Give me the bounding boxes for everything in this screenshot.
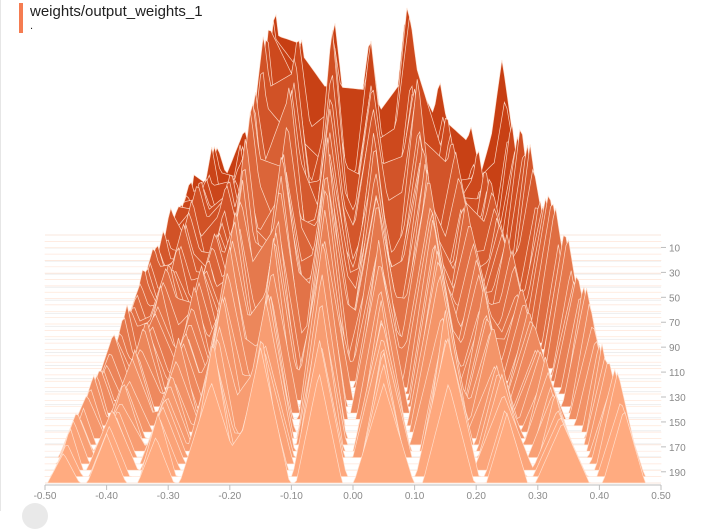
value-tick-label: 0.50 — [651, 491, 671, 502]
histogram-ridges — [44, 7, 662, 484]
value-tick-label: -0.10 — [280, 491, 303, 502]
card-subtitle: . — [30, 20, 34, 32]
expand-button[interactable] — [22, 503, 48, 529]
card-border — [0, 0, 1, 511]
step-tick-label: 30 — [669, 268, 681, 279]
step-tick-label: 10 — [669, 243, 681, 254]
value-axis: -0.50 -0.40 -0.30 -0.20 -0.10 0.00 0.10 0.20 0.3… — [34, 484, 671, 502]
step-tick-label: 170 — [669, 443, 686, 454]
step-tick-label: 90 — [669, 343, 681, 354]
value-tick-label: -0.50 — [34, 491, 57, 502]
step-tick-label: 190 — [669, 468, 686, 479]
step-tick-label: 130 — [669, 393, 686, 404]
value-tick-label: -0.20 — [218, 491, 241, 502]
step-axis: 10 30 50 70 90 110 130 150 170 190 — [661, 243, 686, 479]
value-tick-label: 0.00 — [343, 491, 363, 502]
step-tick-label: 50 — [669, 293, 681, 304]
step-histogram — [44, 347, 661, 484]
histogram-chart: 10 30 50 70 90 110 130 150 170 190 -0.50 -0.40 -0.3… — [34, 7, 686, 502]
step-tick-label: 110 — [669, 368, 685, 379]
value-tick-label: -0.30 — [157, 491, 180, 502]
card-accent-bar — [19, 3, 23, 33]
step-tick-label: 70 — [669, 318, 681, 329]
value-tick-label: 0.10 — [405, 491, 425, 502]
value-tick-label: 0.30 — [528, 491, 548, 502]
card-title: weights/output_weights_1 — [30, 3, 203, 20]
value-tick-label: 0.20 — [466, 491, 486, 502]
value-tick-label: 0.40 — [590, 491, 610, 502]
step-tick-label: 150 — [669, 418, 686, 429]
value-tick-label: -0.40 — [95, 491, 118, 502]
